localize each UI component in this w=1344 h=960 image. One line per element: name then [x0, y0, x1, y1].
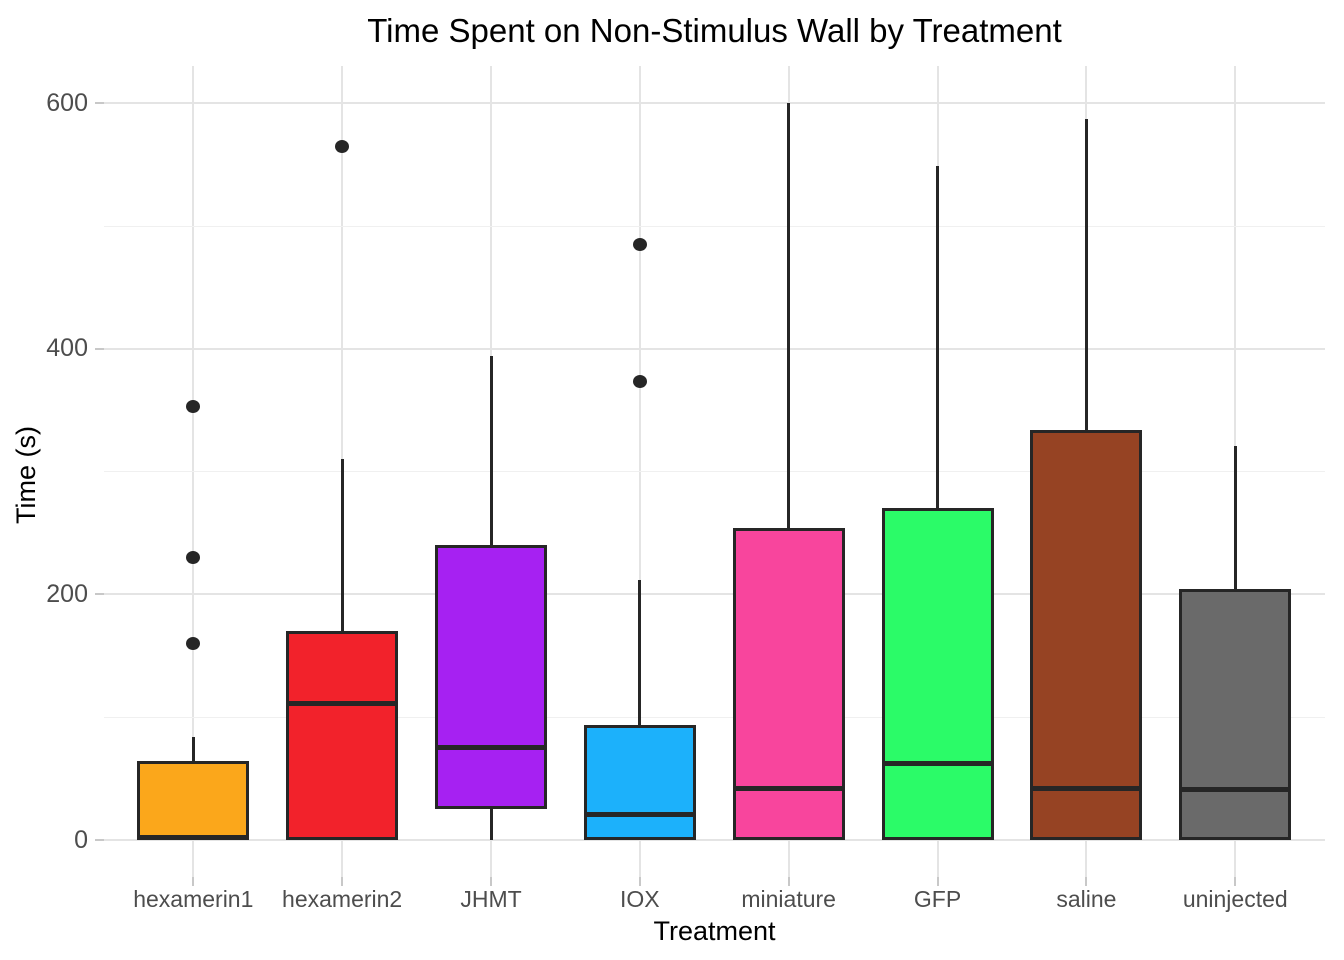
upper-whisker-IOX [638, 579, 642, 725]
x-tick-label-saline: saline [1056, 886, 1117, 912]
median-line-hexamerin2 [286, 701, 399, 707]
x-tick-mark-hexamerin1 [192, 877, 195, 886]
median-line-JHMT [435, 745, 547, 751]
box-miniature [732, 528, 845, 840]
gridline-y-0 [104, 839, 1325, 841]
y-tick-mark-200 [95, 593, 104, 596]
median-line-hexamerin1 [137, 835, 250, 841]
box-hexamerin1 [137, 761, 250, 840]
x-tick-label-GFP: GFP [913, 886, 962, 912]
gridline-y-600 [104, 102, 1325, 105]
x-tick-label-miniature: miniature [741, 886, 836, 912]
median-line-GFP [881, 761, 994, 767]
chart-title: Time Spent on Non-Stimulus Wall by Treat… [367, 12, 1062, 49]
x-tick-label-uninjected: uninjected [1182, 886, 1288, 912]
lower-whisker-JHMT [489, 809, 493, 840]
upper-whisker-miniature [787, 103, 791, 529]
y-tick-label-400: 400 [46, 334, 88, 363]
y-tick-mark-0 [95, 839, 104, 841]
x-tick-label-JHMT: JHMT [460, 886, 522, 912]
upper-whisker-GFP [936, 165, 940, 509]
x-tick-mark-saline [1085, 877, 1088, 886]
outlier-point-IOX-1 [632, 237, 647, 251]
box-GFP [881, 508, 994, 840]
box-JHMT [435, 545, 547, 810]
median-line-IOX [583, 811, 696, 817]
x-tick-mark-GFP [936, 877, 939, 886]
y-tick-mark-400 [95, 347, 104, 350]
outlier-point-IOX-0 [632, 375, 647, 389]
gridline-y-minor-300 [104, 471, 1325, 473]
y-tick-label-0: 0 [74, 825, 88, 854]
x-tick-label-IOX: IOX [620, 886, 660, 912]
y-tick-mark-600 [95, 102, 104, 105]
median-line-saline [1030, 785, 1143, 791]
upper-whisker-hexamerin1 [191, 736, 195, 762]
gridline-y-minor-500 [104, 225, 1325, 227]
gridline-y-minor-100 [104, 716, 1325, 718]
x-tick-label-hexamerin2: hexamerin2 [282, 886, 403, 912]
upper-whisker-uninjected [1233, 445, 1237, 590]
outlier-point-hexamerin1-1 [186, 551, 201, 565]
gridline-y-400 [104, 347, 1325, 350]
outlier-point-hexamerin2-0 [335, 139, 350, 153]
x-tick-mark-IOX [638, 877, 641, 886]
x-tick-mark-JHMT [490, 877, 492, 886]
gridline-y-200 [104, 593, 1325, 596]
box-IOX [583, 724, 696, 840]
y-tick-label-200: 200 [46, 579, 88, 608]
upper-whisker-saline [1084, 119, 1088, 430]
median-line-miniature [732, 785, 845, 791]
y-tick-label-600: 600 [46, 88, 88, 117]
x-tick-mark-uninjected [1234, 877, 1237, 886]
x-tick-mark-miniature [787, 877, 790, 886]
median-line-uninjected [1179, 787, 1292, 793]
upper-whisker-JHMT [489, 356, 493, 546]
x-axis-title: Treatment [653, 916, 776, 946]
outlier-point-hexamerin1-0 [186, 637, 201, 651]
box-saline [1030, 429, 1143, 840]
x-tick-mark-hexamerin2 [341, 877, 344, 886]
upper-whisker-hexamerin2 [340, 459, 344, 632]
outlier-point-hexamerin1-2 [186, 400, 201, 414]
box-uninjected [1179, 589, 1292, 840]
box-hexamerin2 [286, 631, 399, 840]
y-axis-title: Time (s) [11, 426, 41, 524]
x-tick-label-hexamerin1: hexamerin1 [133, 886, 254, 912]
